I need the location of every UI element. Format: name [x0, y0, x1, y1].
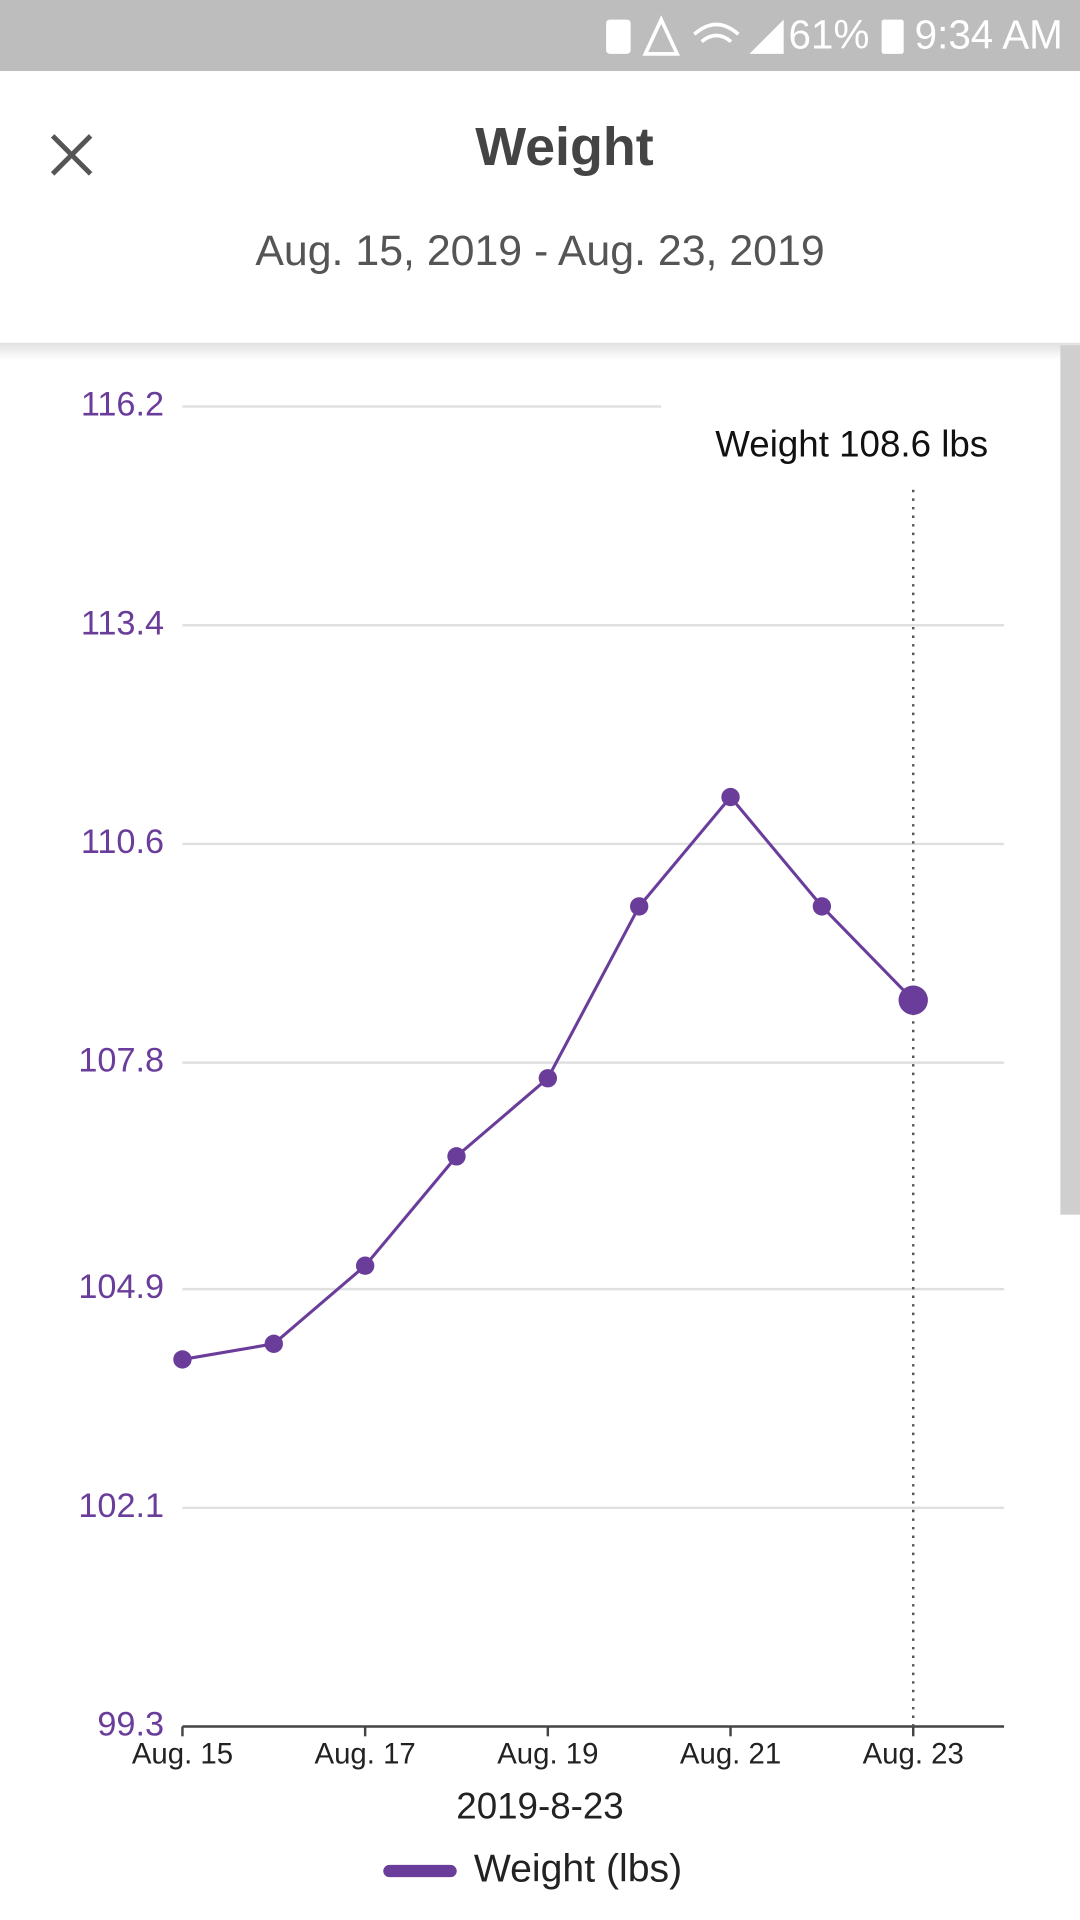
- scrollbar: [1060, 345, 1080, 1215]
- subtitle: Aug. 15, 2019 - Aug. 23, 2019: [255, 227, 824, 275]
- tooltip: Weight 108.6 lbs: [715, 424, 988, 465]
- battery-text: 61%: [789, 12, 870, 58]
- point: [264, 1334, 283, 1353]
- legend-label: Weight (lbs): [474, 1847, 682, 1890]
- x-tick-label: Aug. 19: [497, 1738, 598, 1771]
- point: [898, 985, 928, 1015]
- y-tick-label: 107.8: [78, 1042, 164, 1080]
- x-axis-label: 2019-8-23: [456, 1785, 623, 1826]
- status-icons: [606, 15, 904, 56]
- tooltip-bg: [661, 404, 1007, 485]
- header-shadow: [0, 342, 1080, 360]
- point: [538, 1069, 558, 1088]
- y-tick-label: 113.4: [81, 604, 164, 642]
- point: [721, 787, 740, 807]
- y-tick-label: 110.6: [81, 823, 164, 861]
- x-tick-label: Aug. 21: [680, 1738, 781, 1771]
- point: [173, 1350, 192, 1369]
- title: Weight: [475, 117, 654, 177]
- x-tick-label: Aug. 15: [132, 1738, 233, 1771]
- point: [447, 1147, 466, 1166]
- y-tick-label: 104.9: [78, 1268, 164, 1306]
- point: [355, 1256, 375, 1275]
- x-tick-label: Aug. 17: [315, 1738, 416, 1771]
- clock: 9:34 AM: [915, 12, 1063, 58]
- close-button[interactable]: [50, 134, 93, 176]
- point: [630, 897, 649, 916]
- x-tick-label: Aug. 23: [863, 1738, 964, 1771]
- point: [812, 897, 832, 916]
- y-tick-label: 102.1: [78, 1487, 164, 1525]
- chart: 99.3 102.1 104.9 107.8 110.6 113.4 116.2 Aug. 1…: [78, 386, 1007, 1890]
- header: [0, 71, 1080, 343]
- y-tick-label: 116.2: [81, 386, 164, 424]
- y-tick-label: 99.3: [97, 1706, 164, 1744]
